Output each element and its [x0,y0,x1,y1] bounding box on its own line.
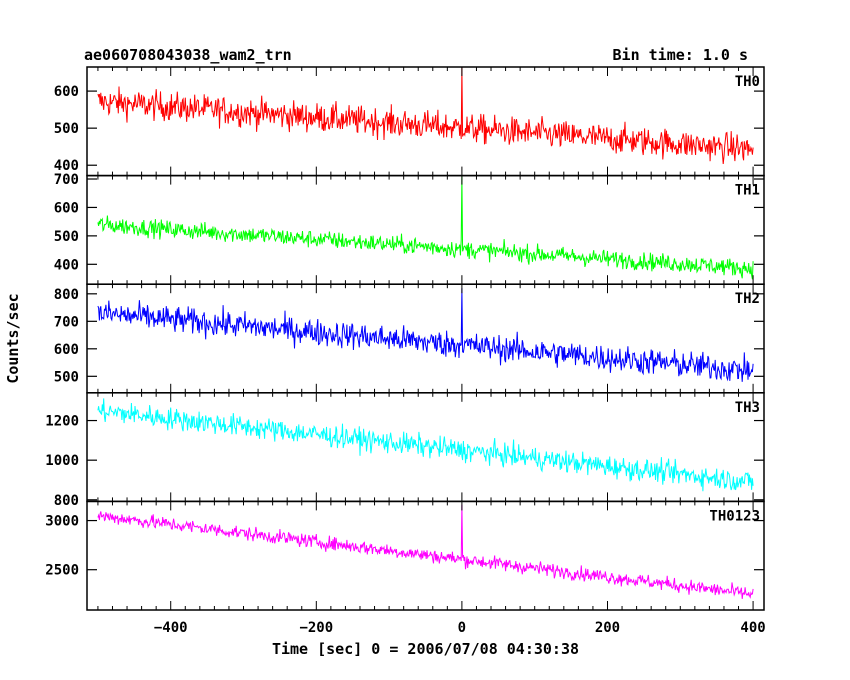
y-tick-label: 500 [54,369,79,385]
panel-frame [86,500,765,611]
chart-title: ae060708043038_wam2_trn [84,46,292,64]
x-axis-label: Time [sec] 0 = 2006/07/08 04:30:38 [272,640,579,658]
y-tick-label: 600 [54,342,79,358]
panel-label: TH2 [735,291,760,307]
y-tick-label: 3000 [45,514,79,530]
y-tick-label: 400 [54,257,79,273]
y-tick-label: 600 [54,200,79,216]
x-tick-label: 200 [595,620,620,636]
panel-label: TH0 [735,74,760,90]
bin-time-label: Bin time: 1.0 s [612,46,748,64]
panel-label: TH0123 [709,508,760,524]
y-tick-label: 800 [54,287,79,303]
panel-th1: 400 500 600 700 TH1 [54,172,765,285]
y-tick-label: 600 [54,84,79,100]
y-tick-label: 700 [54,172,79,188]
y-tick-label: 700 [54,314,79,330]
panel-th2: 500 600 700 800 TH2 [54,283,765,394]
y-tick-label: 2500 [45,563,79,579]
y-tick-label: 500 [54,229,79,245]
series-th0 [97,66,754,165]
panel-th0123: 2500 3000 TH0123 [45,500,765,611]
x-tick-label: −200 [299,620,333,636]
y-tick-label: 400 [54,158,79,174]
series-th3 [97,398,754,492]
panel-th3: 800 1000 1200 TH3 [45,392,765,509]
y-tick-label: 1000 [45,453,79,469]
y-tick-label: 500 [54,121,79,137]
panel-label: TH3 [735,400,760,416]
y-tick-label: 1200 [45,414,79,430]
y-tick-label: 800 [54,493,79,509]
panel-frame [86,392,765,503]
panel-th0: 400 500 600 TH0 [54,66,765,177]
x-tick-label: 400 [740,620,765,636]
series-th2 [97,288,754,382]
x-tick-label: −400 [154,620,188,636]
panel-frame [86,283,765,394]
series-th0123 [97,504,754,599]
panel-label: TH1 [735,183,760,199]
series-th1 [97,176,754,280]
y-axis-label: Counts/sec [4,293,22,383]
x-tick-label: 0 [458,620,466,636]
